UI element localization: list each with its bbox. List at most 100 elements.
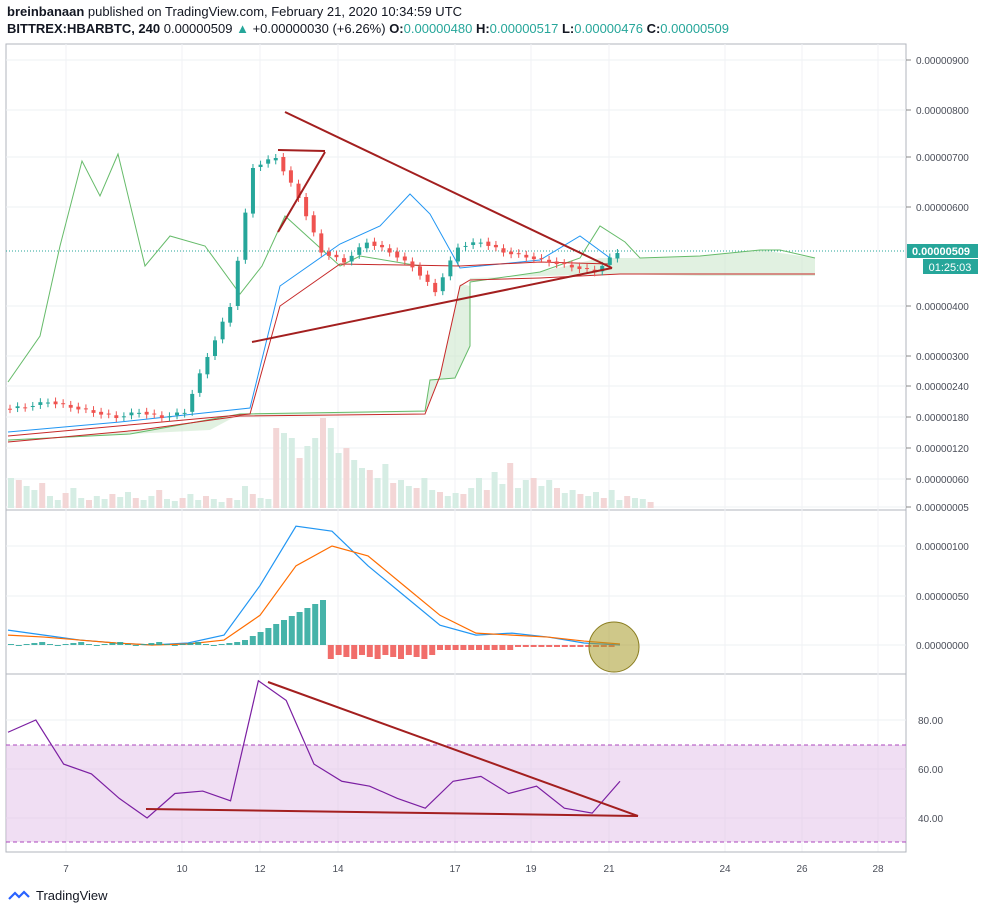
- high-label: H:: [475, 21, 490, 36]
- candle-body: [288, 170, 293, 183]
- open-label: O:: [389, 21, 404, 36]
- rsi-tick-label: 80.00: [918, 716, 943, 727]
- high-value: 0.00000517: [489, 21, 559, 36]
- volume-bar: [187, 494, 194, 508]
- price-tick-label: 0.00000060: [916, 475, 969, 486]
- candle-body: [493, 244, 498, 248]
- volume-bar: [359, 468, 365, 508]
- candle-body: [266, 159, 271, 164]
- macd-histogram-bar: [468, 645, 475, 650]
- macd-histogram-bar: [437, 645, 443, 650]
- macd-histogram-bar: [148, 643, 155, 645]
- time-tick-label: 24: [719, 864, 731, 875]
- candle-body: [501, 248, 506, 253]
- candle-body: [547, 259, 552, 263]
- macd-histogram-bar: [125, 644, 131, 645]
- volume-bar: [554, 488, 560, 508]
- time-axis: 7 10 12 14 17 19 21 24 26 28: [6, 851, 906, 875]
- macd-histogram-bar: [569, 645, 576, 647]
- candle-body: [296, 183, 301, 198]
- price-tick-label: 0.00000800: [916, 106, 969, 117]
- macd-histogram-bar: [296, 612, 303, 645]
- volume-bar: [452, 493, 459, 508]
- macd-histogram-bar: [327, 645, 334, 659]
- volume-bar: [538, 486, 545, 508]
- volume-bar: [117, 497, 124, 508]
- candle-body: [83, 408, 88, 410]
- macd-histogram-bar: [530, 645, 537, 647]
- volume-bar: [320, 418, 326, 508]
- candle-body: [23, 407, 28, 409]
- candle-body: [273, 158, 278, 161]
- rsi-tick-label: 60.00: [918, 765, 943, 776]
- macd-histogram-bar: [164, 644, 170, 645]
- candle-body: [349, 255, 354, 262]
- macd-histogram-bar: [242, 640, 248, 645]
- candle-body: [562, 263, 567, 265]
- macd-tick-label: 0.00000050: [916, 592, 969, 603]
- macd-pane[interactable]: [7, 525, 640, 673]
- volume-bar: [179, 498, 186, 508]
- macd-histogram-bar: [273, 624, 280, 645]
- time-tick-label: 17: [449, 864, 461, 875]
- rsi-tick-label: 40.00: [918, 814, 943, 825]
- volume-bar: [281, 433, 287, 508]
- candle-body: [524, 254, 529, 258]
- macd-histogram-bar: [413, 645, 420, 657]
- macd-histogram-bar: [343, 645, 350, 657]
- macd-histogram-bar: [31, 643, 38, 645]
- candle-body: [45, 402, 50, 404]
- volume-bar: [335, 453, 342, 508]
- macd-histogram-bar: [499, 645, 506, 650]
- volume-bar: [125, 492, 131, 508]
- chart-area[interactable]: 0.00000900 0.00000800 0.00000700 0.00000600…: [0, 36, 987, 916]
- macd-histogram-bar: [54, 645, 61, 646]
- trendline: [277, 151, 326, 233]
- candle-body: [205, 357, 210, 375]
- macd-histogram-bar: [156, 642, 163, 645]
- candle-body: [478, 242, 483, 244]
- macd-histogram-bar: [101, 644, 108, 645]
- rsi-pane[interactable]: [6, 679, 906, 843]
- candle-body: [243, 212, 248, 260]
- time-tick-label: 14: [332, 864, 344, 875]
- candle-body: [380, 244, 385, 248]
- author[interactable]: breinbanaan: [7, 4, 85, 19]
- candle-body: [486, 241, 491, 246]
- macd-histogram-bar: [171, 645, 178, 646]
- candle-body: [106, 413, 111, 415]
- change: +0.00000030 (+6.26%): [252, 21, 386, 36]
- macd-histogram-bar: [359, 645, 365, 655]
- macd-histogram-bar: [515, 645, 521, 647]
- volume-bar: [62, 493, 69, 508]
- volume-bars: [8, 418, 654, 508]
- symbol: BITTREX:HBARBTC, 240: [7, 21, 161, 36]
- trendlines[interactable]: [145, 111, 639, 817]
- candles[interactable]: [8, 153, 620, 423]
- volume-bar: [210, 499, 217, 508]
- candle-body: [53, 401, 58, 405]
- candle-body: [319, 233, 324, 253]
- volume-bar: [140, 500, 147, 508]
- volume-bar: [569, 490, 576, 508]
- tradingview-brand: TradingView: [36, 888, 108, 903]
- candle-body: [364, 242, 369, 249]
- macd-histogram-bar: [109, 643, 116, 645]
- price-axes: 0.00000900 0.00000800 0.00000700 0.00000600…: [906, 56, 969, 825]
- volume-bar: [226, 498, 233, 508]
- trendline: [145, 808, 639, 817]
- macd-histogram-bar: [320, 600, 326, 645]
- time-tick-label: 28: [872, 864, 884, 875]
- macd-histogram-bar: [132, 645, 139, 646]
- candle-body: [448, 260, 453, 277]
- macd-histogram-bar: [187, 643, 194, 645]
- tradingview-footer[interactable]: TradingView: [8, 888, 108, 903]
- macd-histogram-bar: [218, 644, 225, 645]
- volume-bar: [515, 488, 521, 508]
- volume-bar: [15, 480, 22, 508]
- macd-tick-label: 0.00000100: [916, 542, 969, 553]
- volume-bar: [304, 446, 311, 508]
- volume-bar: [351, 460, 358, 508]
- volume-bar: [171, 501, 178, 508]
- macd-histogram-bar: [335, 645, 342, 655]
